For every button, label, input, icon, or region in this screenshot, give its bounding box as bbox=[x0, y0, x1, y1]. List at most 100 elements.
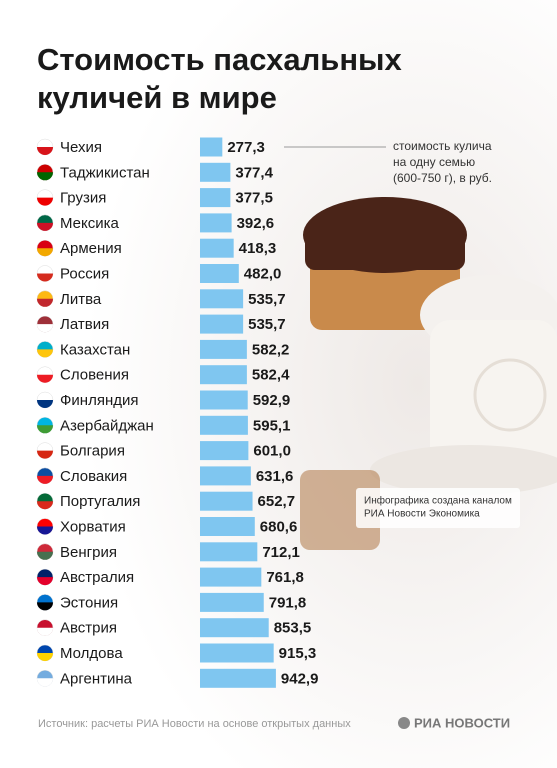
flag bbox=[37, 602, 53, 611]
value-label: 595,1 bbox=[253, 417, 291, 434]
flag bbox=[37, 298, 53, 307]
bar bbox=[200, 643, 274, 663]
category-label: Казахстан bbox=[60, 341, 130, 358]
category-label: Болгария bbox=[60, 443, 125, 460]
category-label: Эстония bbox=[60, 594, 118, 611]
flag bbox=[37, 349, 53, 358]
category-label: Азербайджан bbox=[60, 417, 154, 434]
source: Источник: расчеты РИА Новости на основе … bbox=[38, 718, 351, 730]
logo-icon bbox=[398, 717, 410, 729]
value-label: 652,7 bbox=[258, 493, 296, 510]
flag bbox=[37, 526, 53, 535]
note-box bbox=[356, 488, 520, 528]
value-label: 418,3 bbox=[239, 240, 277, 257]
value-label: 582,2 bbox=[252, 341, 290, 358]
flag bbox=[37, 577, 53, 586]
bar bbox=[200, 491, 253, 511]
value-label: 712,1 bbox=[262, 544, 300, 561]
value-label: 392,6 bbox=[237, 215, 275, 232]
bar bbox=[200, 592, 264, 612]
logo: РИА НОВОСТИ bbox=[414, 715, 510, 730]
bar bbox=[200, 390, 248, 410]
chart-title: Стоимость пасхальных bbox=[37, 42, 403, 77]
value-label: 631,6 bbox=[256, 468, 294, 485]
flag bbox=[37, 501, 53, 510]
bar bbox=[200, 188, 231, 208]
flag bbox=[37, 678, 53, 687]
value-label: 535,7 bbox=[248, 291, 286, 308]
flag bbox=[37, 627, 53, 636]
value-label: 482,0 bbox=[244, 265, 282, 282]
bar bbox=[200, 289, 244, 309]
category-label: Хорватия bbox=[60, 518, 126, 535]
category-label: Словения bbox=[60, 367, 129, 384]
value-label: 377,5 bbox=[235, 190, 273, 207]
category-label: Словакия bbox=[60, 468, 127, 485]
category-label: Австралия bbox=[60, 569, 134, 586]
category-label: Венгрия bbox=[60, 544, 117, 561]
category-label: Литва bbox=[60, 291, 102, 308]
bar bbox=[200, 264, 239, 283]
flag bbox=[37, 425, 53, 434]
value-label: 277,3 bbox=[227, 139, 265, 156]
bar bbox=[200, 339, 247, 359]
category-label: Таджикистан bbox=[60, 164, 150, 181]
bar bbox=[200, 542, 258, 562]
category-label: Латвия bbox=[60, 316, 109, 333]
bar bbox=[200, 162, 231, 182]
value-label: 592,9 bbox=[253, 392, 291, 409]
bar bbox=[200, 567, 262, 587]
flag bbox=[37, 450, 53, 459]
flag bbox=[37, 273, 53, 282]
flag bbox=[37, 475, 53, 484]
flag bbox=[37, 172, 53, 181]
category-label: Россия bbox=[60, 265, 109, 282]
category-label: Австрия bbox=[60, 620, 117, 637]
value-label: 915,3 bbox=[279, 645, 317, 662]
bar bbox=[200, 365, 247, 385]
bar bbox=[200, 238, 234, 258]
category-label: Португалия bbox=[60, 493, 140, 510]
flag bbox=[37, 222, 53, 231]
note: Инфографика создана каналом bbox=[364, 495, 512, 507]
value-label: 853,5 bbox=[274, 620, 312, 637]
category-label: Армения bbox=[60, 240, 122, 257]
value-label: 582,4 bbox=[252, 367, 290, 384]
flag bbox=[37, 400, 53, 408]
category-label: Чехия bbox=[60, 139, 102, 156]
flag bbox=[37, 653, 53, 661]
bar bbox=[200, 314, 244, 334]
flag bbox=[37, 197, 53, 206]
flag bbox=[37, 147, 53, 155]
category-label: Финляндия bbox=[60, 392, 138, 409]
annotation: на одну семью bbox=[393, 155, 475, 169]
flag bbox=[37, 551, 53, 560]
note: РИА Новости Экономика bbox=[364, 509, 480, 520]
category-label: Мексика bbox=[60, 215, 120, 232]
flag bbox=[37, 248, 53, 257]
flag bbox=[37, 374, 53, 383]
value-label: 601,0 bbox=[253, 443, 291, 460]
annotation: стоимость кулича bbox=[393, 139, 492, 153]
annotation: (600-750 г), в руб. bbox=[393, 171, 492, 185]
bar bbox=[200, 618, 269, 638]
bar bbox=[200, 441, 249, 461]
flag bbox=[37, 324, 53, 333]
value-label: 680,6 bbox=[260, 518, 298, 535]
category-label: Молдова bbox=[60, 645, 123, 662]
bar bbox=[200, 415, 248, 435]
bar bbox=[200, 137, 223, 157]
value-label: 377,4 bbox=[235, 164, 273, 181]
category-label: Аргентина bbox=[60, 670, 133, 687]
chart-title: куличей в мире bbox=[37, 80, 277, 115]
value-label: 942,9 bbox=[281, 670, 319, 687]
cake-illustration bbox=[300, 197, 557, 550]
value-label: 791,8 bbox=[269, 594, 307, 611]
value-label: 535,7 bbox=[248, 316, 286, 333]
bar bbox=[200, 668, 276, 688]
value-label: 761,8 bbox=[266, 569, 304, 586]
bar bbox=[200, 517, 255, 536]
bar bbox=[200, 466, 251, 486]
category-label: Грузия bbox=[60, 190, 106, 207]
